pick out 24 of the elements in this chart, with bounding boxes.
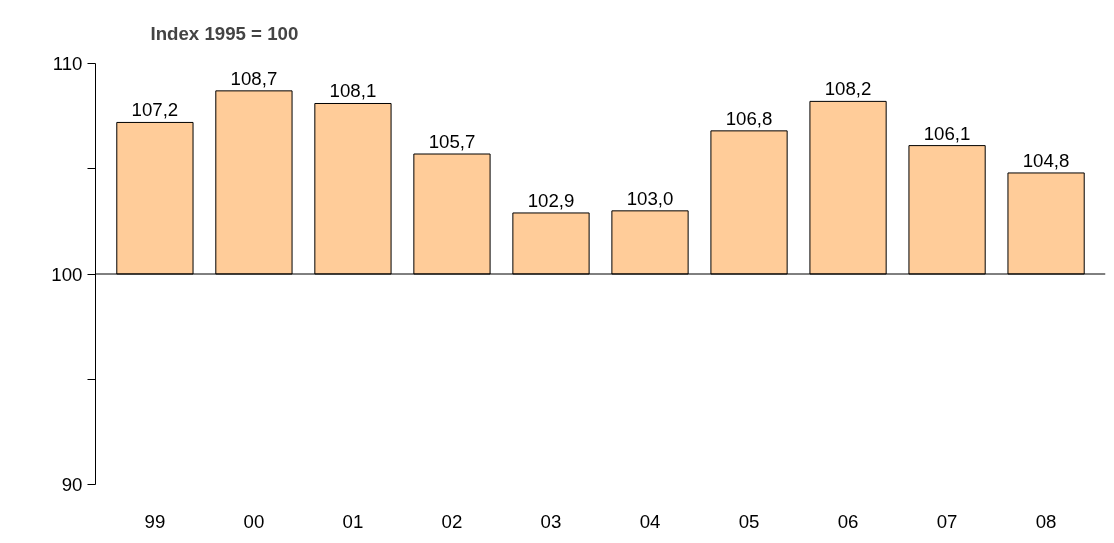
chart-title: Index 1995 = 100: [150, 22, 299, 44]
x-tick-label: 99: [144, 510, 166, 532]
x-tick-label: 05: [738, 510, 760, 532]
data-label: 102,9: [527, 189, 575, 211]
x-tick-label: 06: [837, 510, 859, 532]
data-label: 104,8: [1022, 149, 1070, 171]
data-label: 108,1: [329, 80, 377, 102]
x-tick-label: 04: [639, 510, 661, 532]
x-tick-label: 07: [936, 510, 958, 532]
x-tick-label: 01: [342, 510, 364, 532]
x-tick-label: 00: [243, 510, 265, 532]
data-label: 108,2: [824, 78, 872, 100]
y-tick-label: 90: [61, 474, 83, 495]
y-tick-label: 100: [51, 263, 83, 285]
y-tick-label: 110: [52, 53, 83, 74]
x-tick-label: 08: [1035, 510, 1057, 532]
x-tick-label: 03: [540, 510, 562, 532]
x-tick-label: 02: [441, 510, 463, 532]
data-label: 106,1: [923, 122, 971, 144]
data-label: 108,7: [230, 67, 278, 89]
data-label: 105,7: [428, 131, 476, 153]
data-label: 103,0: [626, 187, 674, 209]
data-label: 107,2: [131, 99, 179, 121]
data-label: 106,8: [725, 107, 773, 129]
